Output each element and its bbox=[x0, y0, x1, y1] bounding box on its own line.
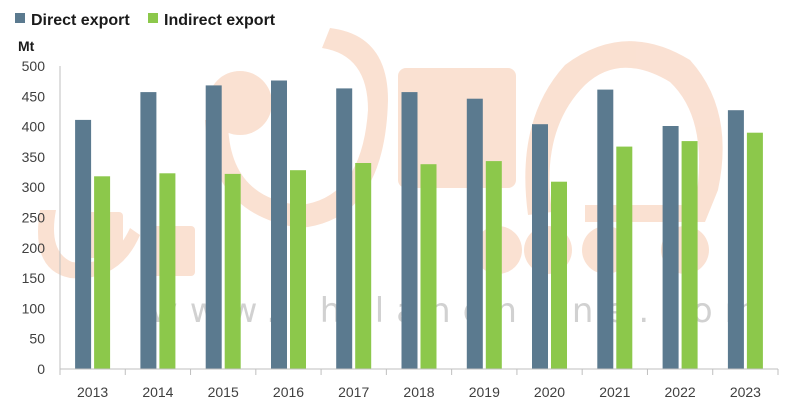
y-tick-label: 200 bbox=[22, 240, 46, 256]
legend-swatch-indirect bbox=[148, 13, 158, 23]
watermark-text: www.chilanonline.com bbox=[150, 291, 770, 331]
legend-label-indirect: Indirect export bbox=[164, 12, 276, 29]
bars bbox=[75, 80, 763, 370]
x-tick-label: 2022 bbox=[665, 384, 696, 400]
x-tick-label: 2013 bbox=[77, 384, 108, 400]
x-tick-label: 2019 bbox=[469, 384, 500, 400]
bar-direct-export bbox=[727, 110, 744, 369]
bar-indirect-export bbox=[616, 146, 633, 369]
y-tick-label: 100 bbox=[22, 300, 46, 316]
bar-direct-export bbox=[662, 126, 679, 369]
y-tick-label: 50 bbox=[29, 331, 45, 347]
bar-direct-export bbox=[75, 119, 92, 370]
bar-indirect-export bbox=[224, 173, 241, 369]
bar-direct-export bbox=[466, 98, 483, 369]
bar-indirect-export bbox=[355, 163, 372, 369]
y-tick-label: 400 bbox=[22, 119, 46, 135]
bar-direct-export bbox=[336, 88, 353, 370]
bar-indirect-export bbox=[94, 176, 111, 369]
x-tick-label: 2015 bbox=[208, 384, 239, 400]
y-tick-label: 250 bbox=[22, 210, 46, 226]
x-tick-label: 2016 bbox=[273, 384, 304, 400]
bar-direct-export bbox=[140, 92, 157, 369]
bar-indirect-export bbox=[681, 141, 698, 369]
bar-direct-export bbox=[597, 89, 614, 369]
y-tick-label: 350 bbox=[22, 149, 46, 165]
y-axis-unit: Mt bbox=[18, 38, 35, 54]
y-tick-label: 450 bbox=[22, 88, 46, 104]
x-tick-label: 2014 bbox=[142, 384, 173, 400]
y-tick-label: 0 bbox=[37, 361, 45, 377]
bar-direct-export bbox=[205, 85, 222, 370]
legend-swatch-direct bbox=[15, 13, 25, 23]
bar-indirect-export bbox=[746, 132, 763, 369]
x-tick-label: 2021 bbox=[599, 384, 630, 400]
bar-indirect-export bbox=[420, 164, 437, 369]
bar-direct-export bbox=[401, 92, 418, 369]
bar-indirect-export bbox=[290, 170, 306, 369]
bar-indirect-export bbox=[159, 173, 176, 369]
y-tick-label: 150 bbox=[22, 270, 46, 286]
bar-indirect-export bbox=[551, 181, 567, 369]
x-tick-label: 2023 bbox=[730, 384, 761, 400]
x-axis: 2013 2014 2015 2016 2017 2018 2019 2020 2021 2022… bbox=[59, 368, 779, 400]
bar-direct-export bbox=[532, 124, 548, 369]
y-axis-ticks: 0 50 100 150 200 250 300 350 400 450 500 bbox=[22, 58, 61, 377]
legend-label-direct: Direct export bbox=[31, 12, 130, 29]
y-tick-label: 500 bbox=[22, 58, 46, 74]
bar-direct-export bbox=[271, 80, 287, 369]
legend: Direct export Indirect export bbox=[15, 12, 276, 29]
y-tick-label: 300 bbox=[22, 179, 46, 195]
x-tick-label: 2020 bbox=[534, 384, 565, 400]
bar-indirect-export bbox=[485, 161, 502, 369]
x-tick-label: 2017 bbox=[338, 384, 369, 400]
x-tick-label: 2018 bbox=[403, 384, 434, 400]
